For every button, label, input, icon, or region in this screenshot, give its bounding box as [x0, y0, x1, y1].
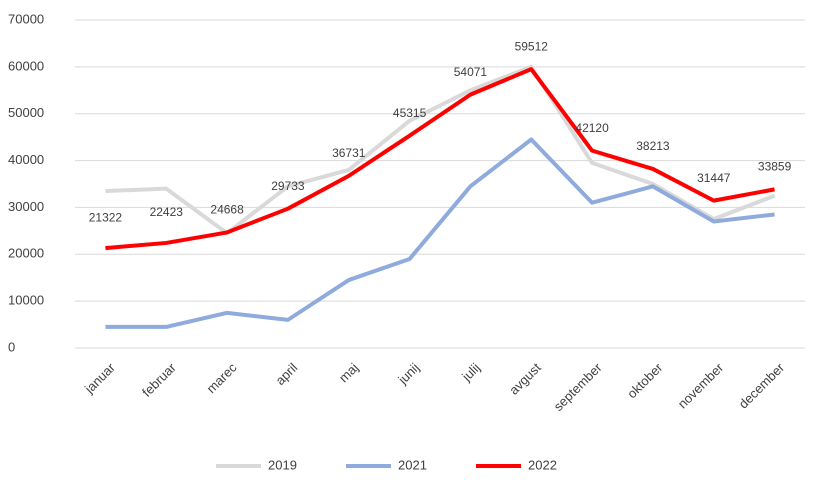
y-tick-label: 40000 — [8, 152, 44, 167]
data-label: 38213 — [636, 139, 670, 153]
data-label: 54071 — [454, 65, 488, 79]
data-label: 29733 — [271, 179, 305, 193]
x-tick-label: avgust — [506, 360, 544, 398]
y-tick-label: 0 — [8, 339, 15, 354]
y-tick-label: 30000 — [8, 199, 44, 214]
x-tick-label: januar — [81, 359, 118, 396]
data-label: 36731 — [332, 146, 366, 160]
data-label: 24668 — [210, 203, 244, 217]
x-tick-label: april — [272, 360, 300, 388]
data-label: 31447 — [697, 171, 731, 185]
x-tick-label: februar — [139, 359, 179, 399]
x-tick-label: september — [551, 359, 606, 414]
data-label: 45315 — [393, 106, 427, 120]
y-tick-label: 60000 — [8, 58, 44, 73]
x-tick-label: maj — [336, 360, 361, 385]
data-label: 42120 — [575, 121, 609, 135]
data-label: 59512 — [515, 39, 549, 53]
x-tick-label: marec — [203, 360, 239, 396]
legend-label: 2019 — [268, 457, 297, 472]
x-tick-label: julij — [458, 360, 483, 385]
x-tick-label: december — [736, 359, 788, 411]
x-tick-label: oktober — [624, 359, 666, 401]
x-tick-label: junij — [394, 360, 422, 388]
line — [105, 64, 776, 236]
y-tick-label: 10000 — [8, 293, 44, 308]
line — [105, 137, 775, 329]
y-tick-label: 50000 — [8, 105, 44, 120]
x-tick-label: november — [675, 359, 727, 411]
legend-label: 2021 — [398, 457, 427, 472]
legend-label: 2022 — [528, 457, 557, 472]
data-label: 33859 — [758, 160, 792, 174]
y-tick-label: 70000 — [8, 11, 44, 26]
data-label: 21322 — [89, 210, 123, 224]
line — [105, 67, 775, 251]
data-label: 22423 — [150, 205, 184, 219]
y-tick-label: 20000 — [8, 246, 44, 261]
